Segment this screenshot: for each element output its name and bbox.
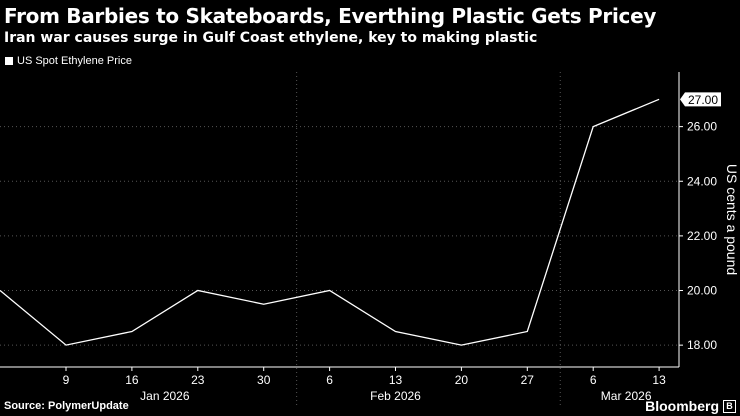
x-tick-label: 6: [326, 373, 333, 387]
x-tick-label: 13: [652, 373, 666, 387]
x-tick-label: 9: [63, 373, 70, 387]
y-tick-label: 26.00: [687, 120, 717, 134]
bloomberg-mark-icon: B: [723, 399, 736, 413]
x-month-label: Jan 2026: [140, 389, 190, 403]
x-tick-label: 23: [191, 373, 205, 387]
brand-name: Bloomberg: [645, 398, 719, 414]
legend: US Spot Ethylene Price: [5, 55, 132, 67]
x-tick-label: 20: [455, 373, 469, 387]
x-tick-label: 27: [521, 373, 535, 387]
x-tick-label: 13: [389, 373, 403, 387]
y-tick-label: 24.00: [687, 174, 717, 188]
y-tick-label: 18.00: [687, 338, 717, 352]
last-value-flag: [680, 92, 721, 107]
legend-label: US Spot Ethylene Price: [17, 55, 132, 67]
x-tick-label: 6: [590, 373, 597, 387]
series-line-ethylene: [0, 98, 660, 346]
y-tick-label: 20.00: [687, 284, 717, 298]
x-month-label: Mar 2026: [601, 389, 652, 403]
source-note: Source: PolymerUpdate: [4, 400, 129, 412]
x-tick-label: 30: [257, 373, 271, 387]
last-value-label: 27.00: [688, 93, 718, 107]
legend-swatch: [5, 57, 13, 65]
brand-logo: Bloomberg B: [645, 398, 736, 414]
x-month-label: Feb 2026: [370, 389, 421, 403]
y-tick-label: 22.00: [687, 229, 717, 243]
x-tick-label: 16: [125, 373, 139, 387]
chart-subtitle: Iran war causes surge in Gulf Coast ethy…: [4, 30, 538, 46]
chart-title: From Barbies to Skateboards, Everthing P…: [4, 4, 657, 28]
y-axis-title: US cents a pound: [724, 164, 740, 275]
